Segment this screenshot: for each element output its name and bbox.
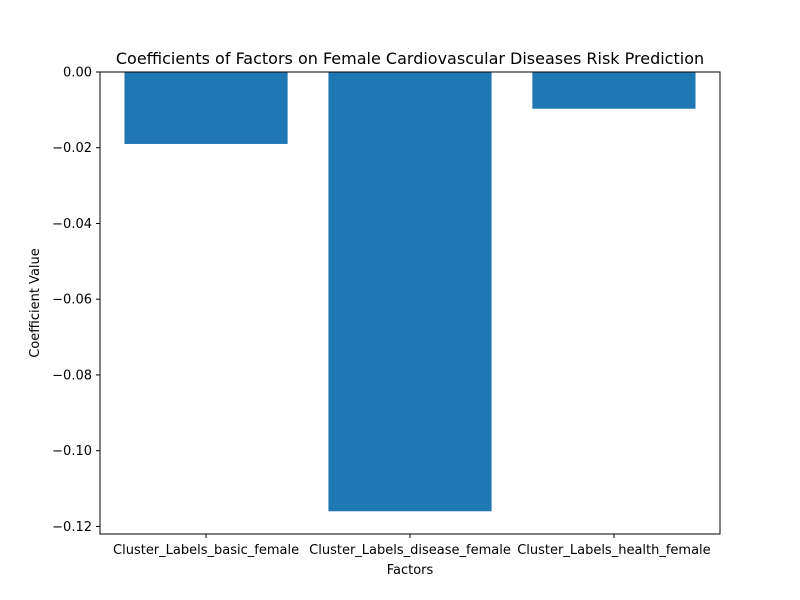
- y-tick-label: −0.02: [52, 141, 92, 156]
- y-tick-label: −0.12: [52, 520, 92, 535]
- y-axis-label: Coefficient Value: [28, 248, 43, 358]
- bars-group: [124, 72, 696, 512]
- bar-1: [124, 72, 288, 144]
- y-tick-label: −0.10: [52, 444, 92, 459]
- plot-frame: [99, 71, 721, 535]
- x-tick-label: Cluster_Labels_health_female: [517, 543, 710, 558]
- x-axis-ticks: Cluster_Labels_basic_female Cluster_Label…: [113, 534, 711, 558]
- x-tick-label: Cluster_Labels_basic_female: [113, 543, 299, 558]
- y-tick-label: −0.06: [52, 293, 92, 308]
- bar-3: [532, 72, 696, 109]
- y-axis-ticks: 0.00 −0.02 −0.04 −0.06 −0.08 −0.10 −0.12: [52, 66, 100, 535]
- bar-2: [328, 72, 492, 512]
- x-axis-label: Factors: [387, 563, 434, 578]
- y-tick-label: 0.00: [63, 66, 92, 81]
- y-tick-label: −0.08: [52, 368, 92, 383]
- y-tick-label: −0.04: [52, 217, 92, 232]
- chart-title: Coefficients of Factors on Female Cardio…: [116, 49, 704, 68]
- x-tick-label: Cluster_Labels_disease_female: [309, 543, 511, 558]
